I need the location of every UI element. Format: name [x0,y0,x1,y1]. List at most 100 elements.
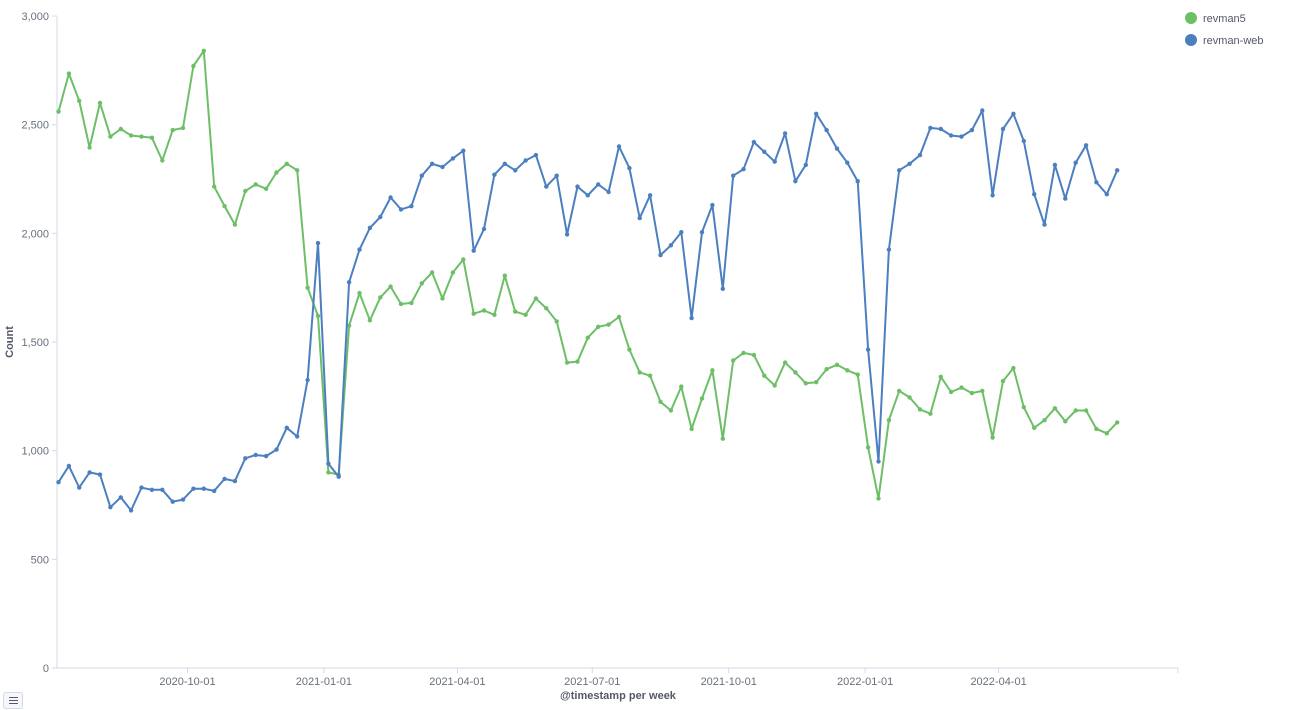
data-point[interactable] [1011,365,1016,371]
data-point[interactable] [180,497,186,502]
legend-toggle-button[interactable] [3,692,23,709]
data-point[interactable] [502,273,507,278]
data-point[interactable] [212,488,217,494]
data-point[interactable] [502,161,507,166]
data-point[interactable] [523,312,528,317]
data-point[interactable] [357,247,362,252]
data-point[interactable] [378,214,383,220]
data-point[interactable] [969,390,975,396]
data-point[interactable] [1083,408,1089,413]
data-point[interactable] [139,485,144,490]
data-point[interactable] [149,487,155,492]
data-point[interactable] [533,296,539,301]
data-point[interactable] [1115,420,1120,425]
data-point[interactable] [1011,111,1016,117]
data-point[interactable] [544,184,549,189]
data-point[interactable] [689,315,694,321]
data-point[interactable] [596,182,601,187]
data-point[interactable] [782,131,788,136]
data-point[interactable] [523,158,528,163]
data-point[interactable] [865,347,871,352]
data-point[interactable] [253,452,258,458]
data-point[interactable] [1094,426,1099,432]
data-point[interactable] [647,373,653,378]
data-point[interactable] [357,290,362,296]
data-point[interactable] [97,100,103,106]
data-point[interactable] [1000,378,1006,384]
data-point[interactable] [1063,419,1068,424]
data-point[interactable] [222,476,227,482]
data-point[interactable] [803,162,808,168]
data-point[interactable] [731,173,736,178]
data-point[interactable] [1094,180,1099,185]
data-point[interactable] [679,230,684,235]
data-point[interactable] [128,133,134,138]
data-point[interactable] [263,186,269,191]
legend-item-revman-web[interactable]: revman-web [1185,34,1264,47]
data-point[interactable] [855,179,860,184]
data-point[interactable] [772,159,777,164]
data-point[interactable] [243,188,248,194]
data-point[interactable] [409,300,414,306]
data-point[interactable] [160,487,165,492]
data-point[interactable] [575,184,580,189]
data-point[interactable] [668,408,674,413]
data-point[interactable] [108,134,113,139]
data-point[interactable] [1052,406,1058,411]
data-point[interactable] [1021,138,1026,144]
data-point[interactable] [378,295,383,300]
data-point[interactable] [409,204,414,209]
data-point[interactable] [741,167,746,172]
data-point[interactable] [1073,160,1078,165]
data-point[interactable] [118,495,124,500]
data-point[interactable] [699,396,705,401]
data-point[interactable] [284,425,289,430]
data-point[interactable] [1000,126,1006,132]
data-point[interactable] [1042,418,1047,423]
data-point[interactable] [471,248,476,253]
data-point[interactable] [388,195,393,200]
data-point[interactable] [1104,431,1110,436]
data-point[interactable] [886,247,892,252]
data-point[interactable] [1063,196,1068,201]
data-point[interactable] [865,445,871,450]
data-point[interactable] [907,395,912,400]
data-point[interactable] [253,182,258,187]
data-point[interactable] [990,193,995,198]
data-point[interactable] [170,127,175,133]
data-point[interactable] [440,296,445,301]
data-point[interactable] [544,306,549,311]
data-point[interactable] [336,474,341,479]
data-point[interactable] [606,189,611,195]
data-point[interactable] [450,156,456,161]
data-point[interactable] [149,135,155,140]
data-point[interactable] [419,173,424,178]
data-point[interactable] [492,312,497,317]
data-point[interactable] [710,368,715,373]
data-point[interactable] [533,152,539,158]
data-point[interactable] [824,127,829,133]
data-point[interactable] [274,447,279,452]
data-point[interactable] [990,435,995,440]
data-point[interactable] [845,368,850,373]
data-point[interactable] [845,160,850,165]
data-point[interactable] [429,270,435,275]
data-point[interactable] [917,407,923,412]
data-point[interactable] [658,252,663,258]
data-point[interactable] [855,372,860,377]
data-point[interactable] [346,280,352,285]
data-point[interactable] [897,168,902,173]
data-point[interactable] [886,418,892,423]
data-point[interactable] [564,232,570,237]
data-point[interactable] [461,148,466,153]
data-point[interactable] [689,426,694,432]
data-point[interactable] [201,48,206,53]
data-point[interactable] [139,134,144,139]
data-point[interactable] [77,485,82,490]
data-point[interactable] [419,281,424,286]
data-point[interactable] [222,204,227,209]
data-point[interactable] [315,313,321,319]
data-point[interactable] [274,170,279,175]
data-point[interactable] [450,270,456,275]
data-point[interactable] [969,127,975,133]
